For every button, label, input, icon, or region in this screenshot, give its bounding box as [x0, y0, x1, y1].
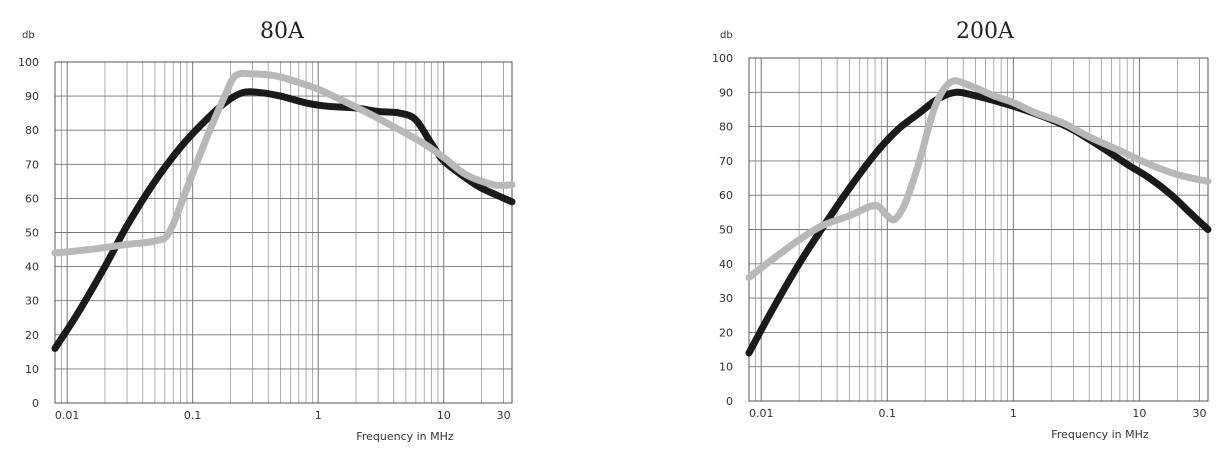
chart-200a-ylabel: db [720, 30, 733, 41]
chart-200a-xtick-label: 1 [1010, 407, 1017, 420]
chart-200a-ytick-label: 10 [719, 361, 733, 374]
chart-80a-xtick-label: 0.01 [55, 409, 80, 422]
chart-200a-ytick-label: 100 [712, 52, 733, 65]
chart-80a-ytick-label: 40 [25, 261, 39, 274]
chart-80a-xtick-label: 10 [437, 409, 451, 422]
chart-80a-ytick-label: 100 [18, 56, 39, 69]
chart-200a-ytick-label: 60 [719, 189, 733, 202]
chart-80a-plot-frame [54, 61, 513, 404]
chart-80a-ylabel: db [22, 30, 35, 41]
chart-80a-ytick-label: 0 [32, 397, 39, 410]
chart-200a-xtick-label: 30 [1193, 407, 1207, 420]
chart-80a-ytick-label: 80 [25, 124, 39, 137]
chart-80a-svg: 0 10 20 30 40 50 60 70 80 90 100 0.01 0.1 1 10 30 80A db F… [18, 19, 516, 443]
chart-200a-ytick-label: 50 [719, 224, 733, 237]
chart-200a-ytick-label: 90 [719, 86, 733, 99]
chart-200a-ytick-label: 40 [719, 258, 733, 271]
chart-200a-ytick-label: 80 [719, 121, 733, 134]
chart-200a-series-black-line [745, 88, 1212, 357]
chart-80a-xtick-label: 1 [315, 409, 322, 422]
chart-200a-xtick-label: 10 [1132, 407, 1146, 420]
chart-80a-ytick-label: 50 [25, 227, 39, 240]
chart-200a-xlabel: Frequency in MHz [1051, 428, 1149, 441]
chart-200a: 0 10 20 30 40 50 60 70 80 90 100 0.01 0.1 1 10 30 200A db… [700, 0, 1228, 454]
chart-80a-ytick-label: 10 [25, 363, 39, 376]
chart-200a-ytick-label: 20 [719, 326, 733, 339]
chart-80a-ytick-label: 30 [25, 295, 39, 308]
chart-80a-xlabel: Frequency in MHz [356, 430, 454, 443]
chart-200a-ytick-label: 0 [726, 395, 733, 408]
chart-200a-svg: 0 10 20 30 40 50 60 70 80 90 100 0.01 0.1 1 10 30 200A db… [712, 19, 1212, 441]
chart-80a-series-gray-line [51, 69, 516, 257]
chart-200a-ytick-label: 30 [719, 292, 733, 305]
chart-80a-ytick-label: 60 [25, 192, 39, 205]
chart-80a-ytick-label: 90 [25, 90, 39, 103]
chart-80a-ytick-label: 70 [25, 158, 39, 171]
chart-80a-xtick-label: 30 [497, 409, 511, 422]
chart-80a-title: 80A [260, 19, 305, 44]
chart-200a-xtick-label: 0.1 [879, 407, 897, 420]
chart-200a-xtick-label: 0.01 [749, 407, 774, 420]
chart-200a-ytick-label: 70 [719, 155, 733, 168]
chart-80a: 0 10 20 30 40 50 60 70 80 90 100 0.01 0.1 1 10 30 80A db F… [0, 0, 530, 454]
chart-200a-title: 200A [956, 19, 1015, 44]
chart-200a-series-gray-line [745, 77, 1212, 282]
chart-80a-ytick-label: 20 [25, 329, 39, 342]
chart-80a-xtick-label: 0.1 [184, 409, 202, 422]
